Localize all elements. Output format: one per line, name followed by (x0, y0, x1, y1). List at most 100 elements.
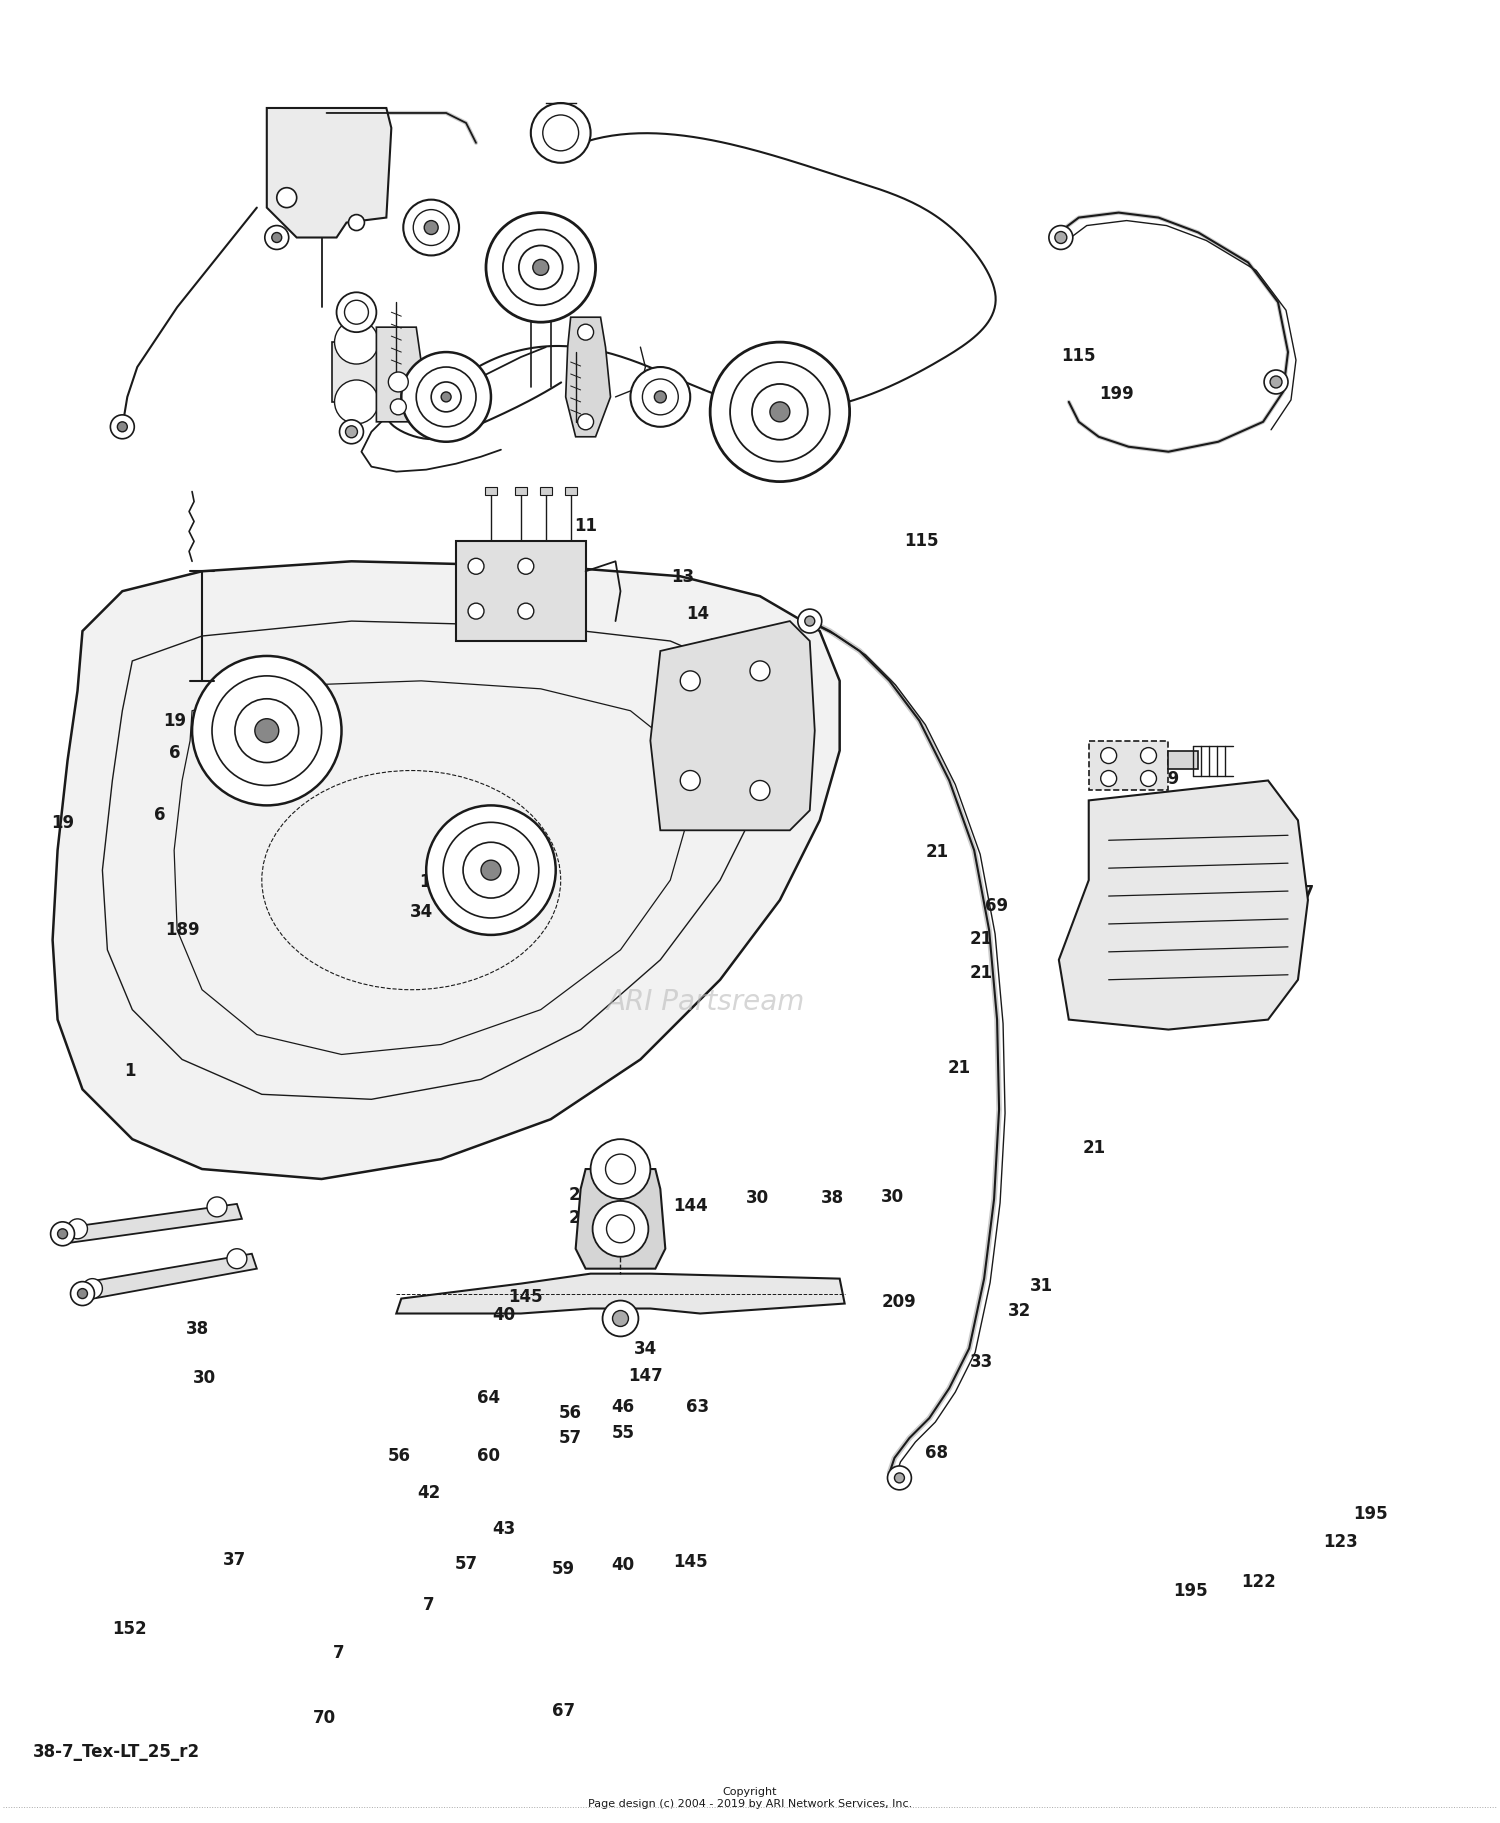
Circle shape (1264, 370, 1288, 394)
Circle shape (750, 780, 770, 800)
Circle shape (416, 366, 476, 427)
Text: 60: 60 (477, 1447, 500, 1466)
Bar (564, 569, 578, 578)
Circle shape (894, 1473, 904, 1482)
Polygon shape (78, 1254, 256, 1300)
Circle shape (603, 1300, 639, 1336)
Circle shape (255, 718, 279, 742)
Circle shape (752, 385, 808, 439)
Text: 23: 23 (1186, 1006, 1210, 1025)
Text: 70: 70 (312, 1708, 336, 1726)
Circle shape (334, 379, 378, 423)
Circle shape (117, 421, 128, 432)
Circle shape (1140, 771, 1156, 786)
Circle shape (236, 698, 298, 762)
Text: 21: 21 (1082, 1139, 1106, 1156)
Text: 40: 40 (492, 1305, 514, 1323)
Bar (564, 487, 576, 494)
Circle shape (1101, 747, 1116, 764)
Text: 69: 69 (986, 897, 1008, 915)
Text: 29: 29 (1156, 769, 1180, 788)
Circle shape (806, 616, 814, 625)
Circle shape (404, 201, 459, 255)
Circle shape (592, 1201, 648, 1256)
Text: 6: 6 (154, 806, 165, 824)
Circle shape (57, 1229, 68, 1240)
Text: 7: 7 (333, 1644, 345, 1661)
Text: 38-7_Tex-LT_25_r2: 38-7_Tex-LT_25_r2 (33, 1743, 200, 1761)
Text: 57: 57 (560, 1429, 582, 1447)
Bar (332, 343, 381, 401)
Circle shape (192, 656, 342, 806)
Polygon shape (396, 1274, 844, 1314)
Text: 68: 68 (926, 1444, 948, 1462)
Circle shape (345, 301, 369, 324)
Circle shape (532, 259, 549, 275)
Bar (514, 569, 528, 578)
Circle shape (424, 221, 438, 235)
Text: 19: 19 (164, 711, 186, 729)
Text: 30: 30 (746, 1189, 770, 1207)
Text: 67: 67 (552, 1701, 574, 1719)
Text: 25: 25 (1246, 961, 1269, 979)
Text: 21: 21 (970, 930, 993, 948)
Circle shape (642, 379, 678, 416)
Circle shape (70, 1282, 94, 1305)
Text: 1: 1 (124, 1063, 135, 1081)
Polygon shape (566, 317, 610, 438)
Polygon shape (376, 326, 422, 421)
Text: 34: 34 (410, 902, 434, 921)
Text: 123: 123 (1323, 1533, 1358, 1551)
Circle shape (111, 416, 135, 439)
Text: 57: 57 (454, 1555, 477, 1573)
Circle shape (710, 343, 849, 481)
Circle shape (630, 366, 690, 427)
Circle shape (442, 822, 538, 919)
Polygon shape (1089, 740, 1168, 791)
Text: 11: 11 (574, 518, 597, 536)
Circle shape (612, 1311, 628, 1327)
Text: 195: 195 (1173, 1582, 1208, 1601)
Circle shape (388, 372, 408, 392)
Circle shape (402, 352, 490, 441)
Polygon shape (576, 1169, 666, 1269)
Text: 55: 55 (612, 1424, 634, 1442)
Circle shape (798, 609, 822, 633)
Text: 21: 21 (970, 964, 993, 983)
Polygon shape (267, 108, 392, 237)
Bar (484, 487, 496, 494)
Circle shape (1140, 747, 1156, 764)
Circle shape (518, 603, 534, 620)
Circle shape (339, 419, 363, 443)
Circle shape (336, 292, 376, 332)
Circle shape (606, 1154, 636, 1183)
Bar (456, 541, 585, 642)
Circle shape (278, 188, 297, 208)
Text: 189: 189 (165, 921, 200, 939)
Circle shape (518, 558, 534, 574)
Polygon shape (57, 1203, 242, 1243)
Text: 56: 56 (560, 1404, 582, 1422)
Circle shape (888, 1466, 912, 1489)
Circle shape (468, 558, 484, 574)
Text: 242: 242 (568, 1185, 603, 1203)
Circle shape (750, 662, 770, 680)
Text: 64: 64 (477, 1389, 500, 1407)
Circle shape (211, 676, 321, 786)
Circle shape (482, 860, 501, 881)
Circle shape (531, 104, 591, 162)
Text: 56: 56 (387, 1447, 411, 1466)
Circle shape (426, 806, 555, 935)
Text: 115: 115 (1062, 346, 1096, 365)
Circle shape (681, 671, 700, 691)
Circle shape (348, 215, 364, 230)
Circle shape (1270, 376, 1282, 388)
Circle shape (591, 1139, 651, 1200)
Circle shape (578, 324, 594, 341)
Text: 14: 14 (686, 605, 709, 623)
Circle shape (414, 210, 448, 246)
Circle shape (1101, 771, 1116, 786)
Circle shape (51, 1221, 75, 1245)
Circle shape (730, 363, 830, 461)
Text: 26: 26 (1224, 930, 1248, 948)
